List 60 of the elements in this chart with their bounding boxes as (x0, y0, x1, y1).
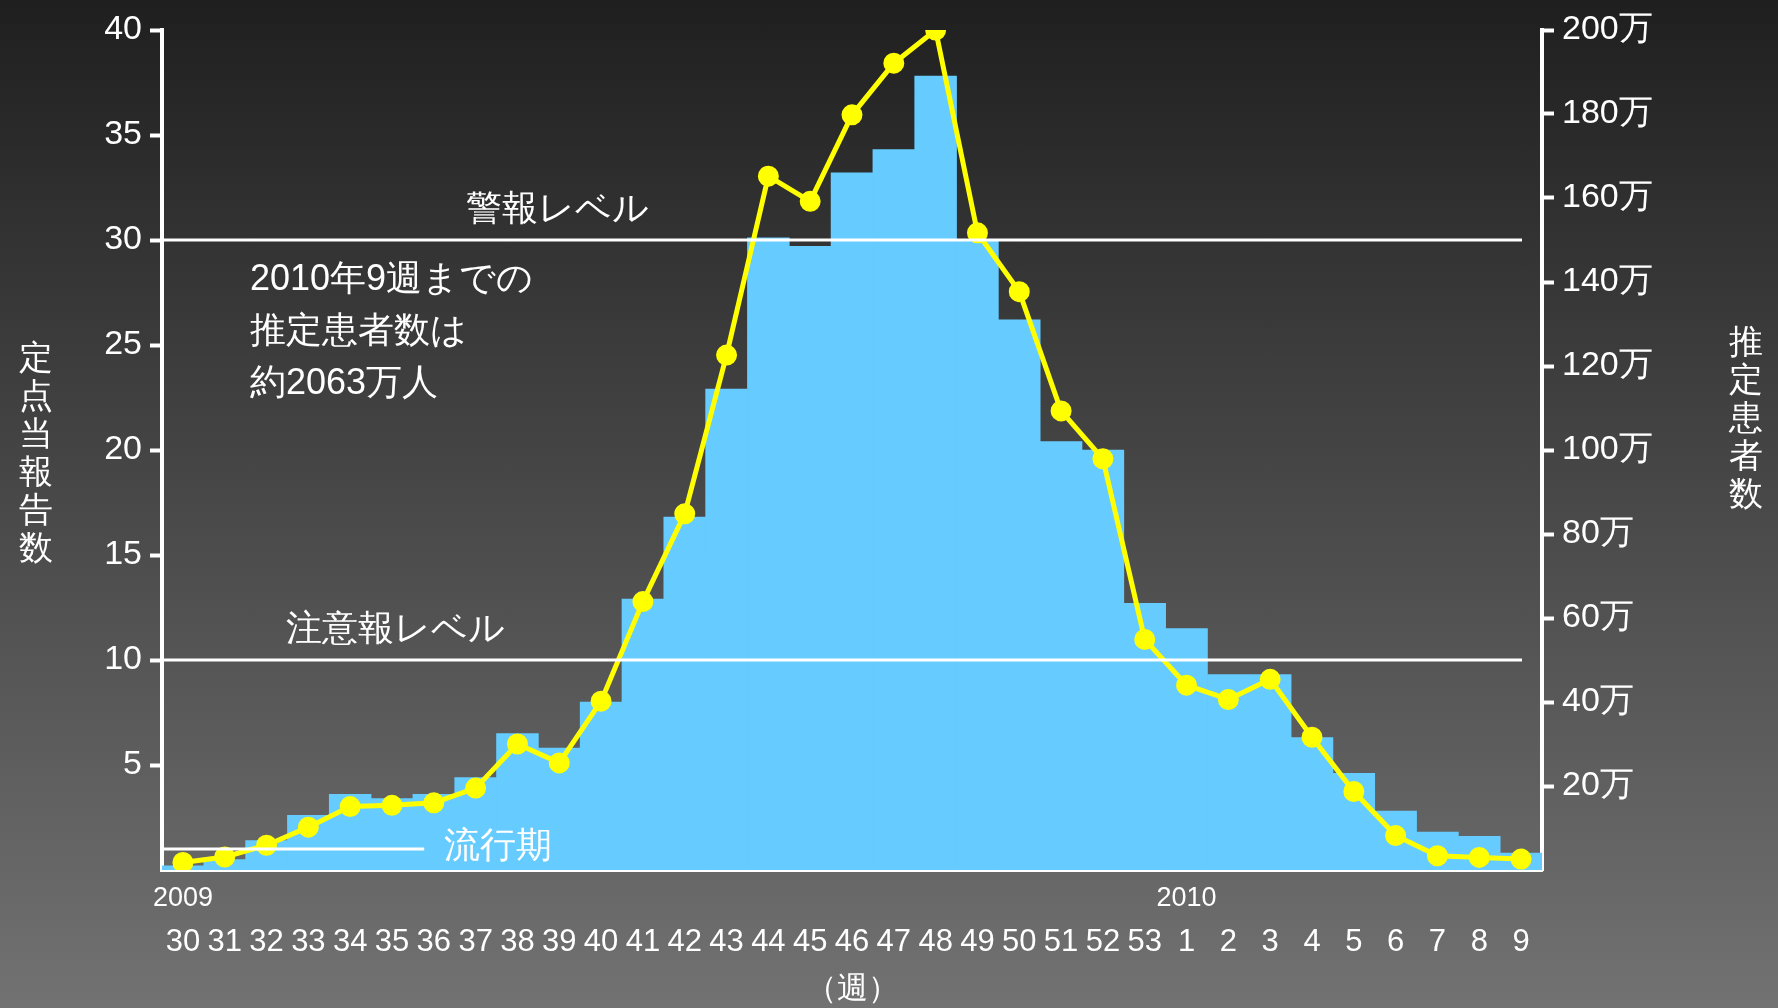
x-tick-label: 32 (249, 923, 284, 959)
x-tick-label: 1 (1177, 923, 1196, 959)
ref-line-label: 警報レベル (465, 186, 649, 228)
y-tick-label: 15 (104, 533, 142, 572)
x-tick-label: 40 (583, 923, 619, 959)
x-tick-label: 7 (1428, 923, 1447, 959)
x-tick-label: 8 (1470, 923, 1488, 959)
x-tick-label: 31 (207, 923, 242, 959)
text: 2009 (152, 882, 213, 913)
x-tick-label: 53 (1127, 923, 1162, 959)
y-tick-label: 5 (123, 743, 142, 782)
y-tick-label: 25 (104, 323, 142, 362)
x-tick-label: 2 (1219, 923, 1237, 959)
x-tick-label: 37 (458, 923, 493, 959)
x-tick-label: 30 (165, 923, 201, 959)
y-axis-title: 定点当報告数 (19, 338, 53, 567)
x-tick-label: 48 (918, 923, 953, 959)
y2-tick-label: 200万 (1562, 8, 1653, 47)
x-tick-label: 35 (374, 923, 410, 959)
x-tick-label: 45 (792, 923, 828, 959)
x-tick-label: 3 (1261, 923, 1279, 959)
x-tick-label: 34 (332, 923, 368, 959)
y-tick-label: 10 (104, 638, 142, 677)
x-tick-label: 9 (1512, 923, 1530, 959)
y2-tick-label: 80万 (1562, 512, 1634, 551)
x-tick-label: 44 (751, 923, 786, 959)
x-tick-label: 36 (416, 923, 452, 959)
annotation: 2010年9週までの推定患者数は約2063万人 (250, 256, 534, 402)
y2-tick-label: 20万 (1562, 764, 1634, 803)
x-tick-label: 46 (834, 923, 870, 959)
y2-tick-label: 40万 (1562, 680, 1634, 719)
y2-tick-label: 60万 (1562, 596, 1634, 635)
x-tick-label: 42 (667, 923, 702, 959)
y2-tick-label: 120万 (1562, 344, 1653, 383)
y-tick-label: 40 (104, 8, 142, 47)
y-tick-label: 20 (104, 428, 142, 467)
y2-axis-title: 推定患者数 (1728, 322, 1763, 513)
x-tick-label: 33 (291, 923, 326, 959)
x-tick-label: 6 (1387, 923, 1405, 959)
y2-tick-label: 160万 (1562, 176, 1653, 215)
x-tick-label: 52 (1085, 923, 1121, 959)
text: 2010 (1156, 882, 1217, 913)
x-tick-label: 41 (625, 923, 661, 959)
x-tick-label: 38 (500, 923, 535, 959)
x-axis-title: （週） (805, 969, 899, 1005)
y2-tick-label: 140万 (1562, 260, 1653, 299)
x-tick-label: 43 (709, 923, 744, 959)
ref-line-label: 注意報レベル (286, 606, 506, 648)
y-tick-label: 35 (104, 113, 142, 152)
y2-tick-label: 100万 (1562, 428, 1653, 467)
x-tick-label: 50 (1002, 923, 1037, 959)
x-tick-label: 5 (1345, 923, 1363, 959)
x-tick-label: 49 (960, 923, 995, 959)
x-tick-label: 47 (876, 923, 912, 959)
ref-line-label: 流行期 (444, 823, 553, 865)
y2-tick-label: 180万 (1562, 92, 1653, 131)
x-tick-label: 51 (1043, 923, 1079, 959)
x-tick-label: 4 (1303, 923, 1321, 959)
y-tick-label: 30 (104, 218, 142, 257)
x-tick-label: 39 (542, 923, 577, 959)
